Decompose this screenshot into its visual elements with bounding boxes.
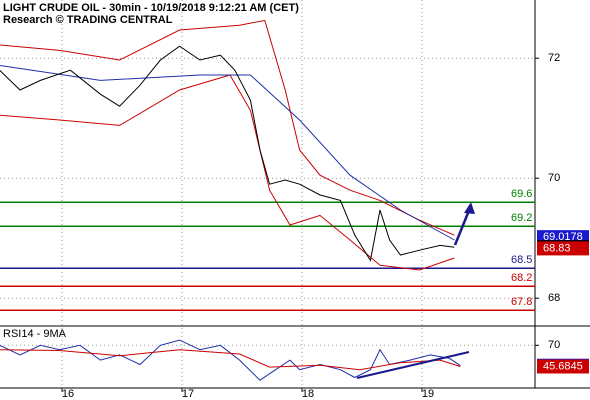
- chart-subtitle: Research © TRADING CENTRAL: [3, 14, 173, 26]
- level-label: 67.8: [511, 296, 532, 308]
- y-tick-label: 70: [548, 172, 560, 184]
- series-line: [0, 74, 455, 271]
- y-tick-label: 68: [548, 292, 560, 304]
- series-line: [0, 19, 455, 236]
- level-label: 69.2: [511, 212, 532, 224]
- level-label: 68.2: [511, 272, 532, 284]
- rsi-title: RSI14 - 9MA: [3, 328, 67, 340]
- level-label: 68.5: [511, 254, 532, 266]
- price-box-label: 68.83: [543, 242, 571, 254]
- price-box-label: 45.6845: [543, 360, 583, 372]
- x-tick-label: 16: [62, 388, 74, 400]
- forecast-arrowhead: [464, 202, 475, 214]
- price-box-label: 69.0178: [543, 231, 583, 243]
- rsi-trendline: [356, 351, 470, 379]
- y-tick-label: 70: [548, 339, 560, 351]
- price-box: [537, 359, 589, 374]
- series-line: [0, 64, 455, 241]
- y-tick-label: 72: [548, 52, 560, 64]
- x-tick-label: 18: [302, 388, 314, 400]
- level-label: 69.6: [511, 188, 532, 200]
- series-line: [0, 339, 461, 381]
- chart-title: LIGHT CRUDE OIL - 30min - 10/19/2018 9:1…: [3, 2, 299, 14]
- x-tick-label: 17: [182, 388, 194, 400]
- price-box: [537, 241, 589, 256]
- series-line: [0, 349, 461, 371]
- forecast-arrow: [453, 207, 472, 246]
- x-tick-label: 19: [422, 388, 434, 400]
- series-line: [0, 45, 455, 262]
